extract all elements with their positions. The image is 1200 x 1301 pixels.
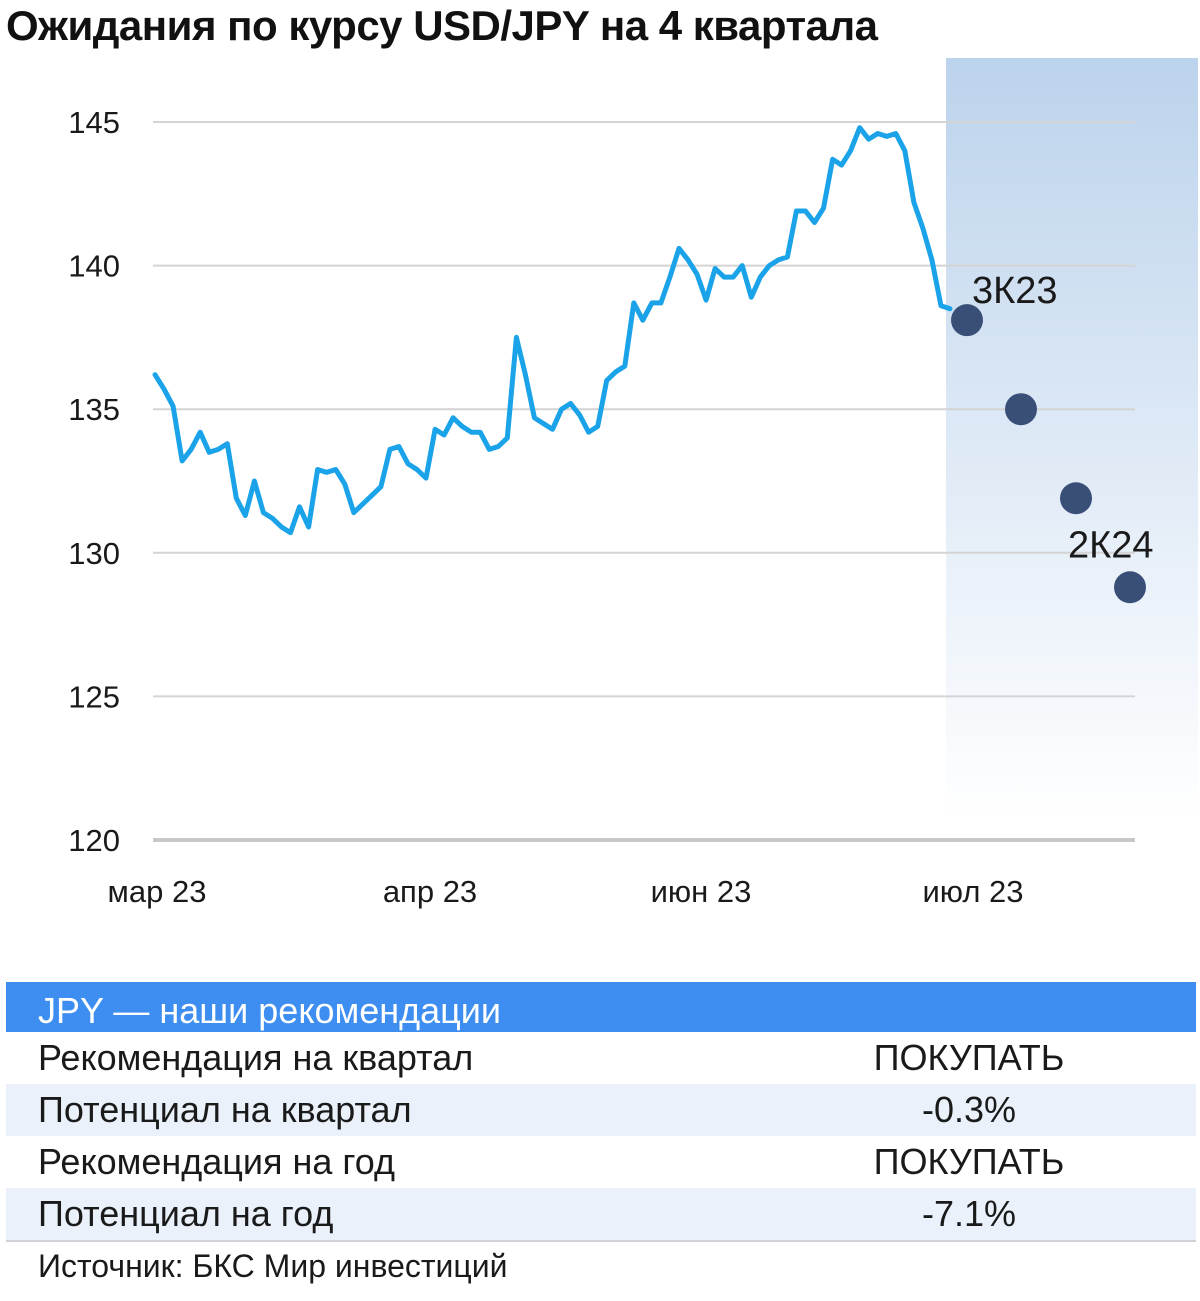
row-value: ПОКУПАТЬ xyxy=(873,1037,1065,1078)
forecast-dot xyxy=(951,304,983,337)
chart-title: Ожидания по курсу USD/JPY на 4 квартала xyxy=(6,2,878,49)
x-tick-label: апр 23 xyxy=(383,874,477,909)
y-tick-label: 125 xyxy=(68,679,120,714)
usd-jpy-chart: 145 140 135 130 125 120 мар 23 апр 23 июн 23 июл… xyxy=(68,58,1198,909)
table-row: Рекомендация на год ПОКУПАТЬ xyxy=(6,1136,1196,1188)
usd-jpy-line xyxy=(152,125,953,536)
x-tick-label: июн 23 xyxy=(651,874,752,909)
row-label: Потенциал на год xyxy=(38,1193,334,1234)
row-label: Рекомендация на год xyxy=(38,1141,396,1182)
row-value: -0.3% xyxy=(921,1089,1017,1130)
y-tick-label: 130 xyxy=(68,536,120,571)
table-row: Потенциал на квартал -0.3% xyxy=(6,1084,1196,1136)
row-label: Потенциал на квартал xyxy=(38,1089,412,1130)
forecast-points: 3К23 2К24 xyxy=(951,270,1154,604)
x-tick-label: июл 23 xyxy=(922,874,1023,909)
forecast-dot xyxy=(1114,571,1146,604)
x-axis-ticks: мар 23 апр 23 июн 23 июл 23 xyxy=(108,874,1024,909)
row-label: Рекомендация на квартал xyxy=(38,1037,474,1078)
table-divider xyxy=(6,1240,1196,1242)
forecast-label: 2К24 xyxy=(1068,524,1154,566)
source-note: Источник: БКС Мир инвестиций xyxy=(38,1248,508,1284)
x-tick-label: мар 23 xyxy=(108,874,207,909)
row-value: ПОКУПАТЬ xyxy=(873,1141,1065,1182)
forecast-band xyxy=(946,58,1198,818)
y-tick-label: 145 xyxy=(68,105,120,140)
forecast-label: 3К23 xyxy=(972,270,1058,312)
y-axis-ticks: 145 140 135 130 125 120 xyxy=(68,105,120,858)
y-tick-label: 140 xyxy=(68,249,120,284)
y-tick-label: 120 xyxy=(68,823,120,858)
forecast-dot xyxy=(1005,393,1037,426)
y-tick-label: 135 xyxy=(68,392,120,427)
table-header: JPY — наши рекомендации xyxy=(6,982,1196,1032)
table-row: Рекомендация на квартал ПОКУПАТЬ xyxy=(6,1032,1196,1084)
forecast-dot xyxy=(1060,482,1092,515)
table-row: Потенциал на год -7.1% xyxy=(6,1188,1196,1240)
recommendations-table: JPY — наши рекомендации Рекомендация на … xyxy=(6,982,1196,1242)
row-value: -7.1% xyxy=(921,1193,1017,1234)
grid-lines xyxy=(153,121,1135,842)
